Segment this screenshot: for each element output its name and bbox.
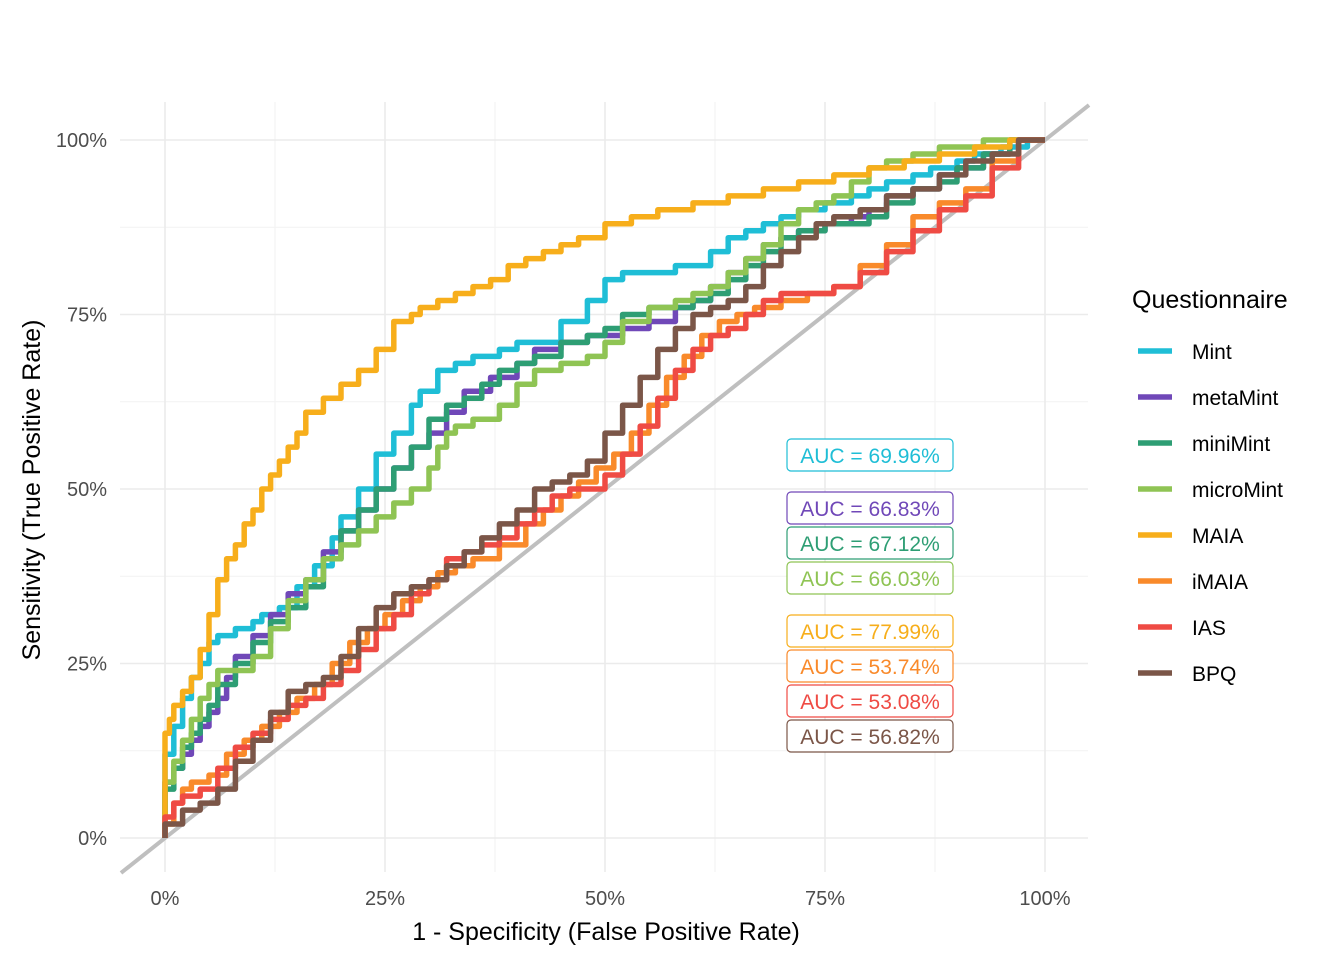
roc-curve-mint [162,137,1045,838]
legend-label: BPQ [1192,663,1236,686]
auc-label-box [786,438,954,472]
roc-curve-maia [162,137,1045,838]
auc-label-text: AUC = 53.08% [800,691,940,714]
auc-label-box [786,684,954,718]
y-axis-title: Sensitivity (True Positive Rate) [18,320,46,661]
x-tick-label: 100% [1019,888,1070,910]
auc-label-box [786,491,954,525]
roc-curve-micromint [162,137,1045,838]
legend-item-metamint: metaMint [1138,387,1279,410]
auc-label-box [786,719,954,753]
auc-label-maia: AUC = 77.99% [786,614,954,648]
y-tick-label: 25% [67,654,107,676]
x-tick-label: 50% [585,888,625,910]
legend-item-imaia: iMAIA [1138,571,1248,594]
auc-label-mint: AUC = 69.96% [786,438,954,472]
legend-item-bpq: BPQ [1138,663,1236,686]
y-tick-labels: 0% 25% 50% 75% 100% [56,130,107,850]
x-axis-title: 1 - Specificity (False Positive Rate) [412,918,800,946]
legend-label: Mint [1192,341,1232,364]
legend-title: Questionnaire [1132,286,1288,314]
legend-item-maia: MAIA [1138,525,1243,548]
x-tick-label: 75% [805,888,845,910]
auc-label-minimint: AUC = 67.12% [786,526,954,560]
x-tick-labels: 0% 25% 50% 75% 100% [151,888,1071,910]
auc-label-micromint: AUC = 66.03% [786,561,954,595]
legend-item-mint: Mint [1138,341,1232,364]
auc-label-box [786,614,954,648]
x-tick-label: 0% [151,888,180,910]
auc-label-text: AUC = 67.12% [800,533,940,556]
auc-label-text: AUC = 77.99% [800,621,940,644]
legend-item-micromint: microMint [1138,479,1283,502]
legend-item-minimint: miniMint [1138,433,1270,456]
legend-label: IAS [1192,617,1226,640]
auc-label-ias: AUC = 53.08% [786,684,954,718]
x-tick-label: 25% [365,888,405,910]
legend-label: miniMint [1192,433,1270,456]
legend-label: microMint [1192,479,1283,502]
auc-label-box [786,526,954,560]
roc-curve-bpq [162,137,1045,838]
y-tick-label: 50% [67,479,107,501]
auc-labels: AUC = 69.96% AUC = 66.83% AUC = 67.12% AUC … [786,438,954,753]
auc-label-text: AUC = 53.74% [800,656,940,679]
roc-curve-minimint [162,137,1045,838]
y-tick-label: 0% [78,828,107,850]
auc-label-bpq: AUC = 56.82% [786,719,954,753]
auc-label-imaia: AUC = 53.74% [786,649,954,683]
auc-label-text: AUC = 66.83% [800,498,940,521]
legend-label: metaMint [1192,387,1279,410]
auc-label-box [786,649,954,683]
legend-item-ias: IAS [1138,617,1226,640]
auc-label-box [786,561,954,595]
legend-label: MAIA [1192,525,1243,548]
legend-label: iMAIA [1192,571,1248,594]
auc-label-metamint: AUC = 66.83% [786,491,954,525]
auc-label-text: AUC = 66.03% [800,568,940,591]
legend: Questionnaire Mint metaMint miniMint microM… [1132,286,1288,686]
roc-curves [162,137,1045,838]
y-tick-label: 75% [67,305,107,327]
y-tick-label: 100% [56,130,107,152]
auc-label-text: AUC = 69.96% [800,445,940,468]
auc-label-text: AUC = 56.82% [800,726,940,749]
